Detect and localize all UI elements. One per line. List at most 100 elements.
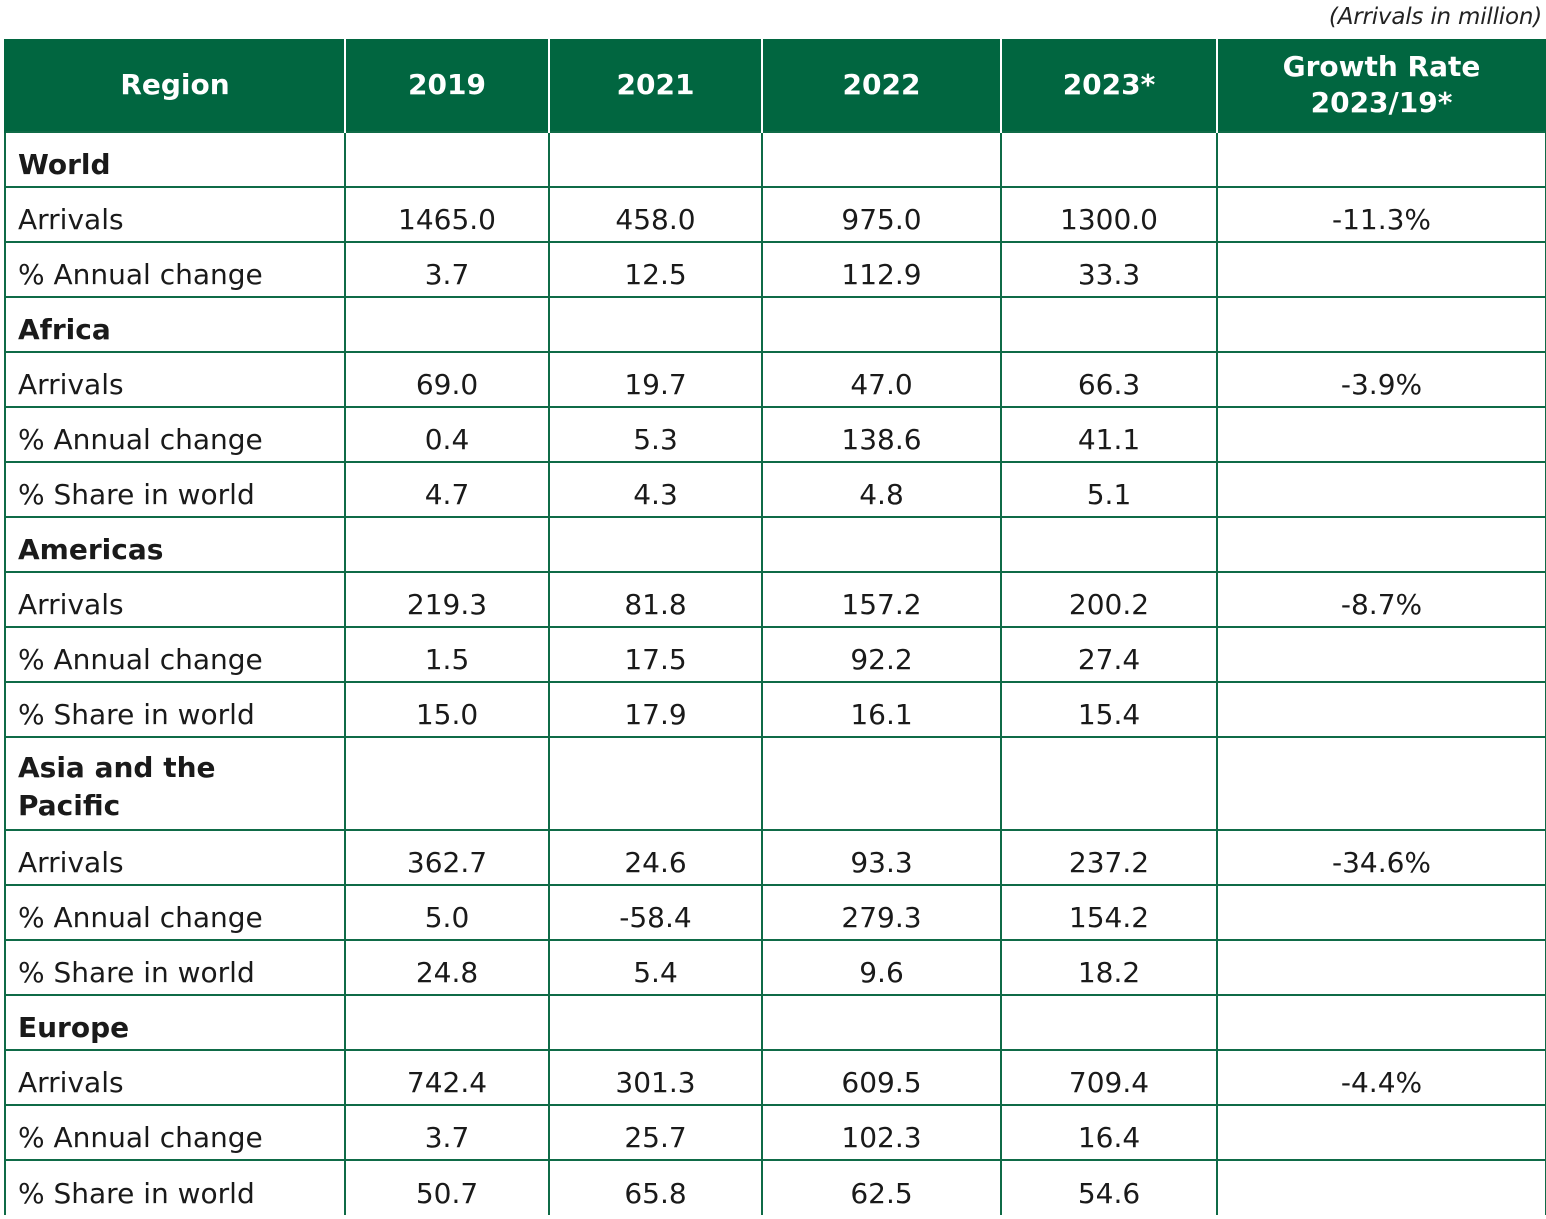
unit-note: (Arrivals in million) [1328,4,1542,30]
cell-2023: 709.4 [1000,1049,1218,1106]
region-label: Asia and the Pacific [4,736,346,831]
region-label: Americas [4,516,346,573]
cell-2023 [1000,516,1218,573]
cell-growth [1216,1104,1546,1161]
table-row: % Share in world 15.0 17.9 16.1 15.4 [4,681,1546,738]
cell-2019: 50.7 [344,1159,550,1215]
cell-2022: 93.3 [761,829,1002,886]
table-row: % Annual change 3.7 12.5 112.9 33.3 [4,241,1546,298]
cell-2019: 0.4 [344,406,550,463]
cell-2021: -58.4 [548,884,763,941]
cell-growth: -3.9% [1216,351,1546,408]
row-label: % Share in world [4,461,346,518]
cell-2019: 5.0 [344,884,550,941]
cell-2023: 5.1 [1000,461,1218,518]
row-label: % Annual change [4,626,346,683]
cell-2019: 742.4 [344,1049,550,1106]
cell-growth: -11.3% [1216,186,1546,243]
cell-growth [1216,736,1546,831]
cell-2021: 5.4 [548,939,763,996]
table-row: % Share in world 50.7 65.8 62.5 54.6 [4,1159,1546,1215]
cell-growth [1216,939,1546,996]
region-label-line1: Asia and the [18,751,216,784]
cell-2023 [1000,131,1218,188]
cell-2021: 25.7 [548,1104,763,1161]
cell-2019: 1465.0 [344,186,550,243]
table-row: % Annual change 1.5 17.5 92.2 27.4 [4,626,1546,683]
cell-growth [1216,461,1546,518]
cell-2021: 458.0 [548,186,763,243]
cell-2021 [548,131,763,188]
region-row-americas: Americas [4,516,1546,573]
table-row: Arrivals 219.3 81.8 157.2 200.2 -8.7% [4,571,1546,628]
cell-2023 [1000,994,1218,1051]
cell-2022: 112.9 [761,241,1002,298]
cell-2023 [1000,296,1218,353]
cell-growth [1216,884,1546,941]
cell-2019: 4.7 [344,461,550,518]
cell-2023: 16.4 [1000,1104,1218,1161]
cell-2022: 609.5 [761,1049,1002,1106]
cell-2019: 15.0 [344,681,550,738]
cell-2023 [1000,736,1218,831]
cell-2023: 54.6 [1000,1159,1218,1215]
col-header-2021: 2021 [548,39,763,132]
table-row: Arrivals 362.7 24.6 93.3 237.2 -34.6% [4,829,1546,886]
cell-growth: -4.4% [1216,1049,1546,1106]
cell-growth [1216,296,1546,353]
cell-2023: 200.2 [1000,571,1218,628]
row-label: % Share in world [4,1159,346,1215]
cell-2021: 81.8 [548,571,763,628]
table-row: Arrivals 69.0 19.7 47.0 66.3 -3.9% [4,351,1546,408]
region-row-asia-pacific: Asia and the Pacific [4,736,1546,831]
region-label: World [4,131,346,188]
cell-2019: 3.7 [344,241,550,298]
table-row: % Share in world 24.8 5.4 9.6 18.2 [4,939,1546,996]
cell-2019 [344,296,550,353]
cell-growth: -8.7% [1216,571,1546,628]
cell-2019: 219.3 [344,571,550,628]
cell-2023: 27.4 [1000,626,1218,683]
table-row: Arrivals 1465.0 458.0 975.0 1300.0 -11.3… [4,186,1546,243]
cell-2022 [761,994,1002,1051]
col-header-2019: 2019 [344,39,550,132]
cell-2022: 9.6 [761,939,1002,996]
cell-2022: 157.2 [761,571,1002,628]
cell-2023: 41.1 [1000,406,1218,463]
cell-growth [1216,994,1546,1051]
cell-2023: 154.2 [1000,884,1218,941]
cell-2021: 301.3 [548,1049,763,1106]
cell-2019 [344,736,550,831]
cell-2022: 279.3 [761,884,1002,941]
cell-2021: 19.7 [548,351,763,408]
cell-2019: 3.7 [344,1104,550,1161]
cell-growth [1216,681,1546,738]
cell-2021: 65.8 [548,1159,763,1215]
cell-2022: 47.0 [761,351,1002,408]
table-body: World Arrivals 1465.0 458.0 975.0 1300.0… [4,131,1546,1215]
col-header-2022: 2022 [761,39,1002,132]
cell-2021: 5.3 [548,406,763,463]
cell-2023: 15.4 [1000,681,1218,738]
cell-growth [1216,241,1546,298]
cell-2022 [761,296,1002,353]
cell-2019: 1.5 [344,626,550,683]
row-label: % Annual change [4,241,346,298]
cell-2022 [761,516,1002,573]
cell-2022 [761,131,1002,188]
table-row: % Annual change 3.7 25.7 102.3 16.4 [4,1104,1546,1161]
cell-growth [1216,1159,1546,1215]
table-row: % Share in world 4.7 4.3 4.8 5.1 [4,461,1546,518]
cell-2022: 138.6 [761,406,1002,463]
row-label: % Annual change [4,406,346,463]
row-label: Arrivals [4,351,346,408]
cell-growth: -34.6% [1216,829,1546,886]
cell-2023: 1300.0 [1000,186,1218,243]
cell-2021: 17.9 [548,681,763,738]
table-header: Region 2019 2021 2022 2023* Growth Rate … [4,39,1546,132]
row-label: % Annual change [4,1104,346,1161]
row-label: Arrivals [4,1049,346,1106]
cell-2019: 362.7 [344,829,550,886]
cell-2023: 66.3 [1000,351,1218,408]
row-label: Arrivals [4,186,346,243]
